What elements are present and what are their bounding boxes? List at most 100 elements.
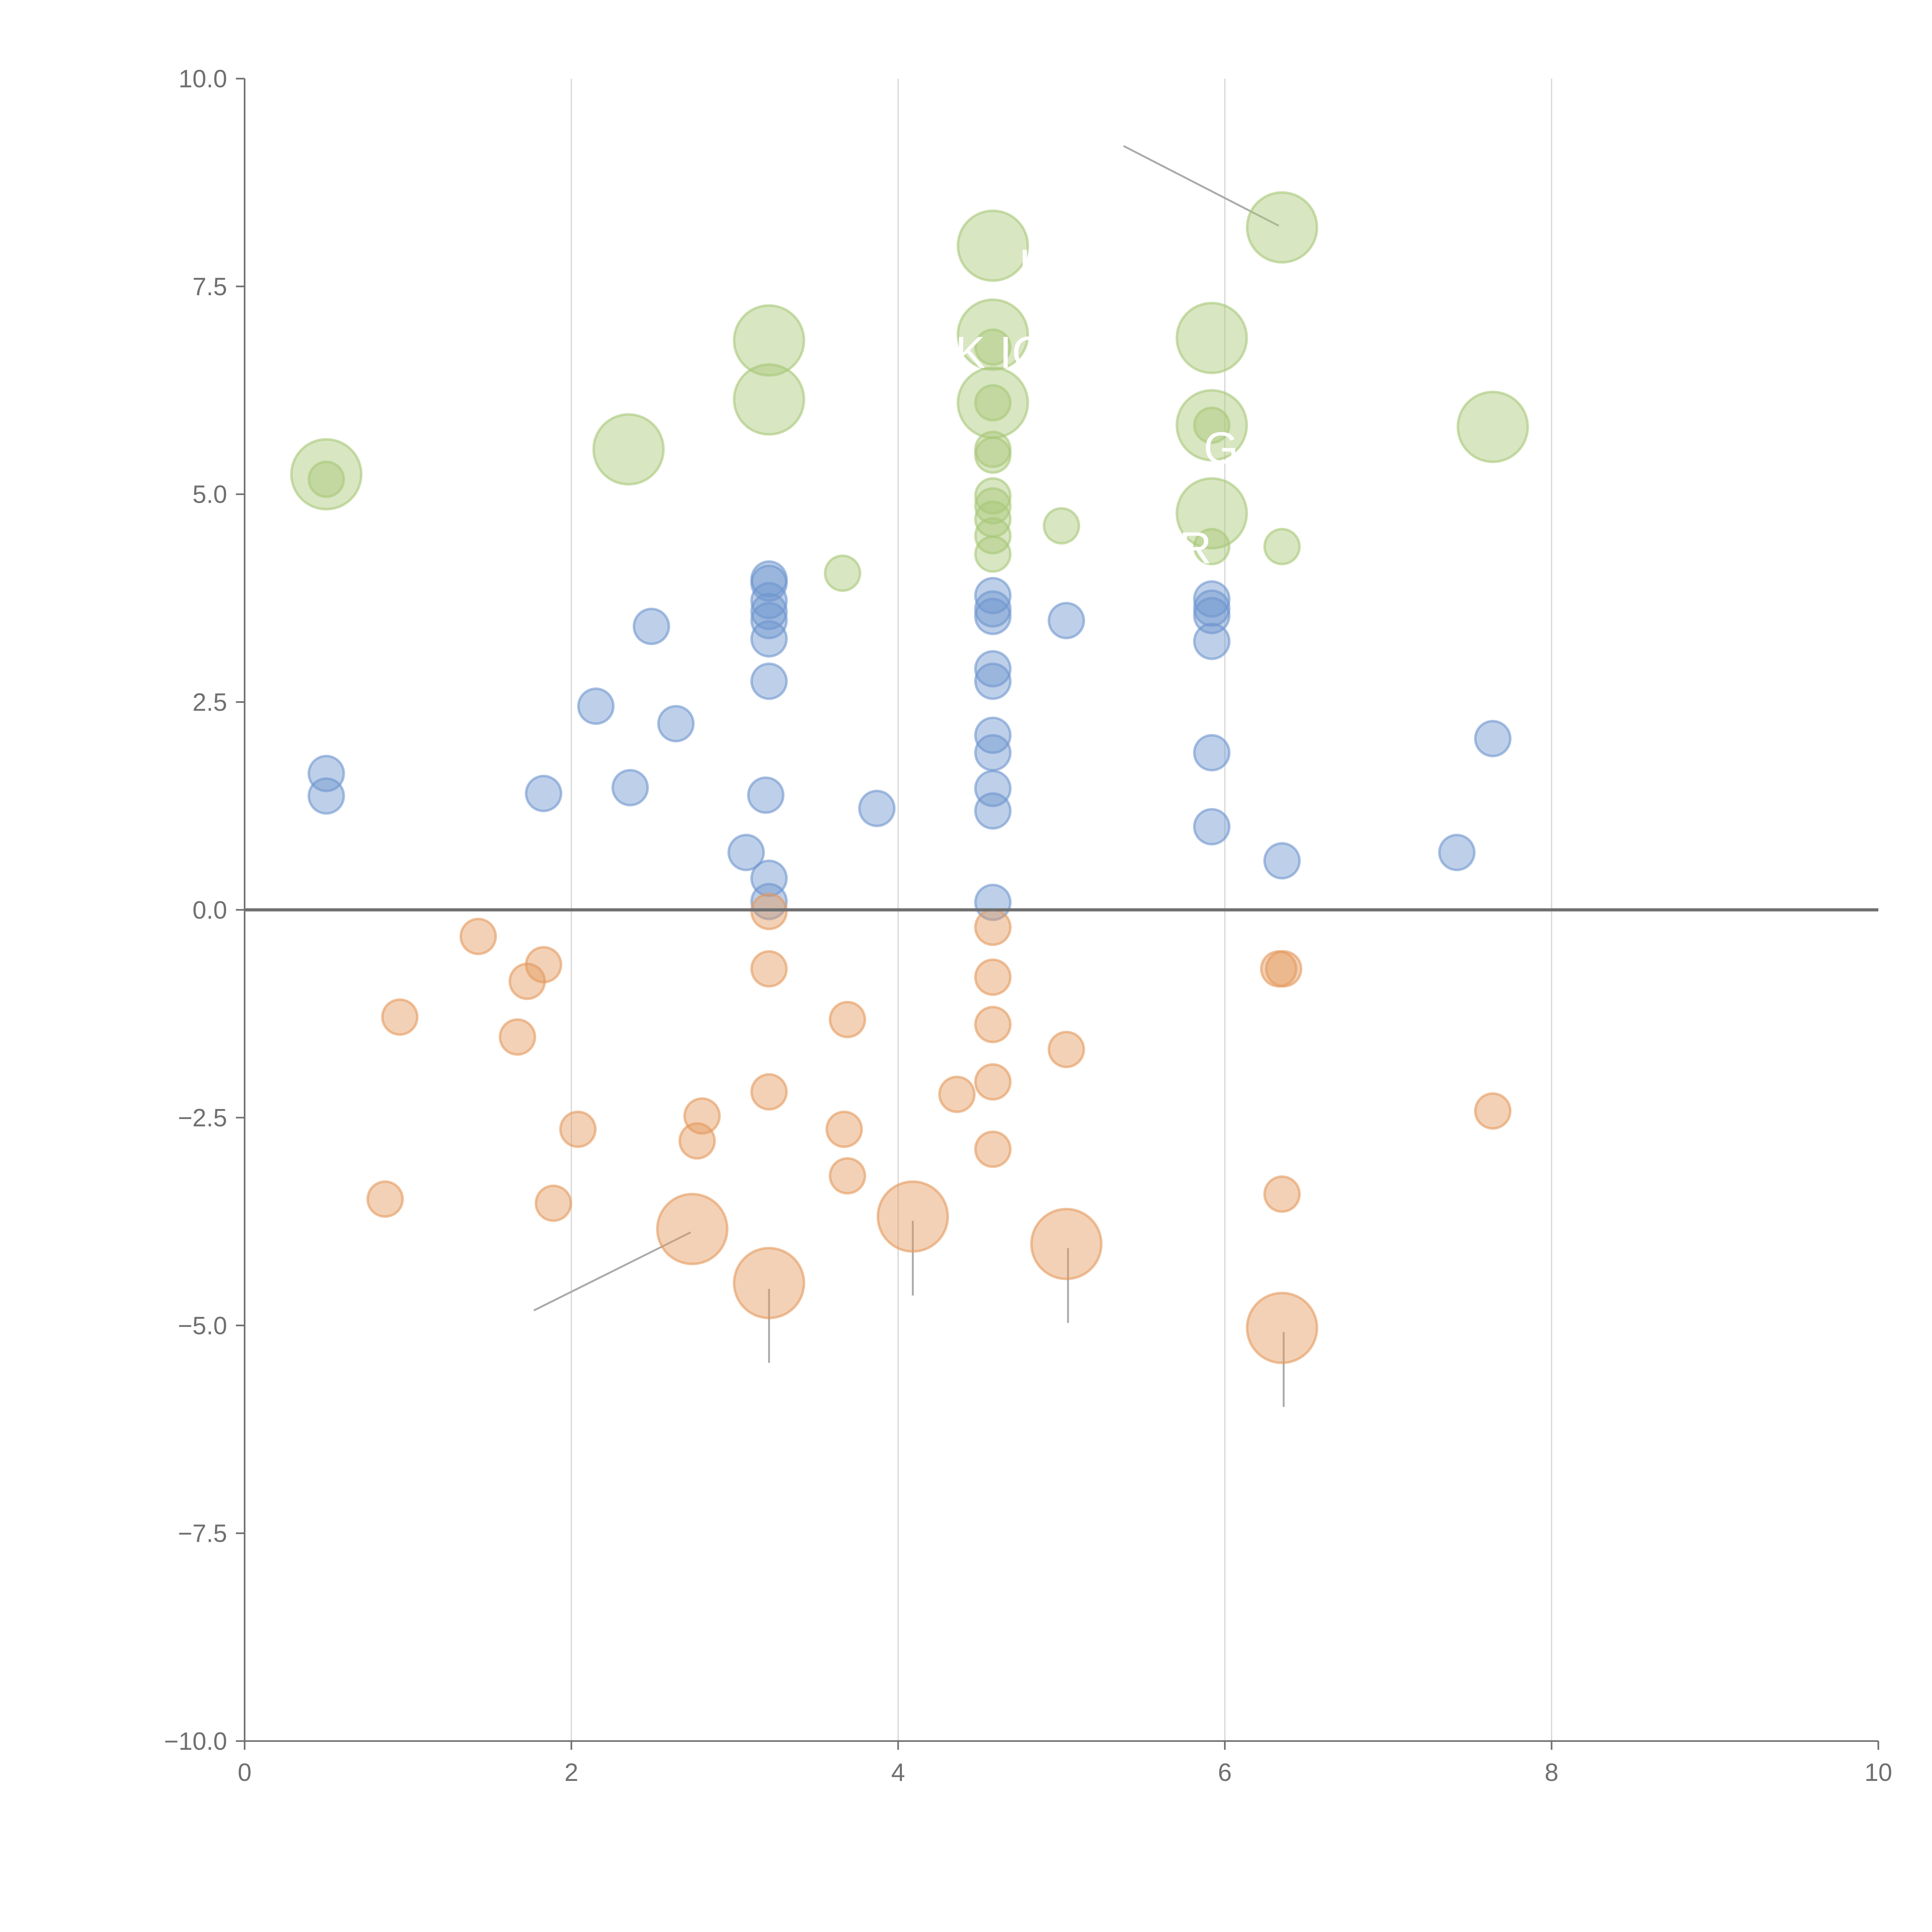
- data-point-blue: [974, 597, 1012, 635]
- data-point-green: [974, 487, 1012, 525]
- data-point-blue: [1438, 833, 1476, 871]
- data-point-orange: [974, 1130, 1012, 1168]
- data-point-orange: [459, 918, 497, 955]
- data-point-blue: [974, 770, 1012, 808]
- y-tick-label: 0.0: [192, 896, 227, 924]
- data-point-green: [733, 304, 805, 377]
- x-tick-label: 2: [565, 1759, 578, 1786]
- data-point-green: [308, 460, 345, 498]
- data-point-orange: [381, 998, 419, 1036]
- y-tick-label: 2.5: [192, 688, 227, 716]
- data-point-orange: [750, 893, 788, 930]
- data-point-green: [1043, 507, 1080, 545]
- leader-lines: [533, 145, 1285, 1407]
- data-point-orange: [1048, 1031, 1085, 1068]
- data-point-orange: [825, 1111, 863, 1148]
- data-point-green: [974, 384, 1012, 422]
- data-point-green: [974, 328, 1012, 366]
- y-tick-label: −7.5: [178, 1520, 227, 1548]
- data-point-orange: [1263, 1175, 1301, 1213]
- data-point-orange: [1246, 1292, 1318, 1364]
- annotation-label: L: [1019, 240, 1044, 290]
- data-point-blue: [1193, 597, 1231, 634]
- data-point-blue: [974, 734, 1012, 772]
- data-point-orange: [974, 1006, 1012, 1043]
- x-tick-label: 0: [238, 1759, 252, 1786]
- data-point-blue: [974, 662, 1012, 700]
- data-point-blue: [633, 607, 670, 645]
- y-tick-label: −2.5: [178, 1104, 227, 1132]
- data-point-green: [974, 436, 1012, 474]
- data-point-orange: [974, 1063, 1012, 1101]
- data-point-blue: [747, 776, 785, 814]
- data-point-green: [290, 438, 363, 511]
- data-point-blue: [308, 755, 345, 793]
- data-point-orange: [733, 1247, 805, 1320]
- data-point-orange: [938, 1075, 976, 1113]
- data-point-green: [1175, 477, 1248, 550]
- data-point-orange: [525, 946, 563, 984]
- x-axis-ticks: 0 2 4 6 8 10: [238, 1741, 1892, 1786]
- data-point-blue: [750, 582, 788, 619]
- data-point-green: [733, 363, 805, 436]
- data-point-orange: [498, 1018, 536, 1056]
- data-point-blue: [1048, 602, 1085, 639]
- data-point-blue: [974, 650, 1012, 688]
- data-point-orange: [974, 908, 1012, 946]
- data-point-orange: [534, 1184, 572, 1222]
- data-point-orange: [974, 958, 1012, 996]
- x-tick-label: 4: [891, 1759, 905, 1786]
- data-point-green: [1193, 528, 1231, 566]
- data-point-green: [1263, 528, 1301, 566]
- data-point-orange: [366, 1180, 404, 1218]
- y-tick-label: 10.0: [179, 65, 227, 93]
- data-point-green: [592, 413, 665, 486]
- data-point-green: [1175, 389, 1248, 462]
- data-point-orange: [1265, 950, 1303, 988]
- y-tick-label: −5.0: [178, 1312, 227, 1340]
- data-point-orange: [678, 1122, 716, 1160]
- data-point-green: [1175, 301, 1248, 374]
- annotation-label: K: [955, 327, 985, 378]
- data-point-blue: [1193, 734, 1231, 772]
- data-point-blue: [611, 769, 649, 806]
- data-point-blue: [577, 687, 615, 725]
- data-point-blue: [858, 789, 896, 827]
- data-point-blue: [308, 777, 345, 815]
- data-point-orange: [656, 1193, 729, 1265]
- y-tick-label: −10.0: [164, 1727, 227, 1755]
- y-tick-label: 7.5: [192, 273, 227, 301]
- data-points: [290, 191, 1529, 1364]
- data-point-orange: [1030, 1208, 1103, 1281]
- data-point-orange: [1474, 1092, 1512, 1130]
- data-point-orange: [876, 1180, 949, 1253]
- data-point-blue: [1193, 808, 1231, 845]
- data-point-blue: [1263, 842, 1301, 880]
- x-tick-label: 6: [1218, 1759, 1232, 1786]
- data-point-blue: [750, 662, 788, 700]
- data-point-blue: [750, 620, 788, 658]
- leader-line: [1123, 145, 1279, 227]
- data-point-blue: [657, 705, 695, 743]
- x-tick-label: 8: [1545, 1759, 1559, 1786]
- data-point-orange: [828, 1157, 866, 1195]
- y-axis-ticks: 10.0 7.5 5.0 2.5 0.0 −2.5 −5.0 −7.5 −10.0: [164, 65, 245, 1755]
- leader-line: [533, 1231, 691, 1311]
- data-point-green: [974, 535, 1012, 573]
- data-point-green: [824, 554, 861, 592]
- annotation-labels: LK IO GR: [955, 240, 1238, 573]
- data-point-orange: [750, 1073, 788, 1111]
- data-point-blue: [974, 577, 1012, 614]
- x-tick-label: 10: [1864, 1759, 1892, 1786]
- data-point-orange: [828, 1001, 866, 1039]
- data-point-green: [1193, 406, 1231, 444]
- data-point-blue: [974, 792, 1012, 830]
- annotation-label: IO: [999, 327, 1047, 378]
- data-point-orange: [750, 950, 788, 988]
- y-tick-label: 5.0: [192, 481, 227, 509]
- annotation-label: G: [1204, 423, 1238, 473]
- data-point-green: [956, 209, 1029, 282]
- data-point-blue: [750, 592, 788, 630]
- data-point-orange: [559, 1111, 597, 1148]
